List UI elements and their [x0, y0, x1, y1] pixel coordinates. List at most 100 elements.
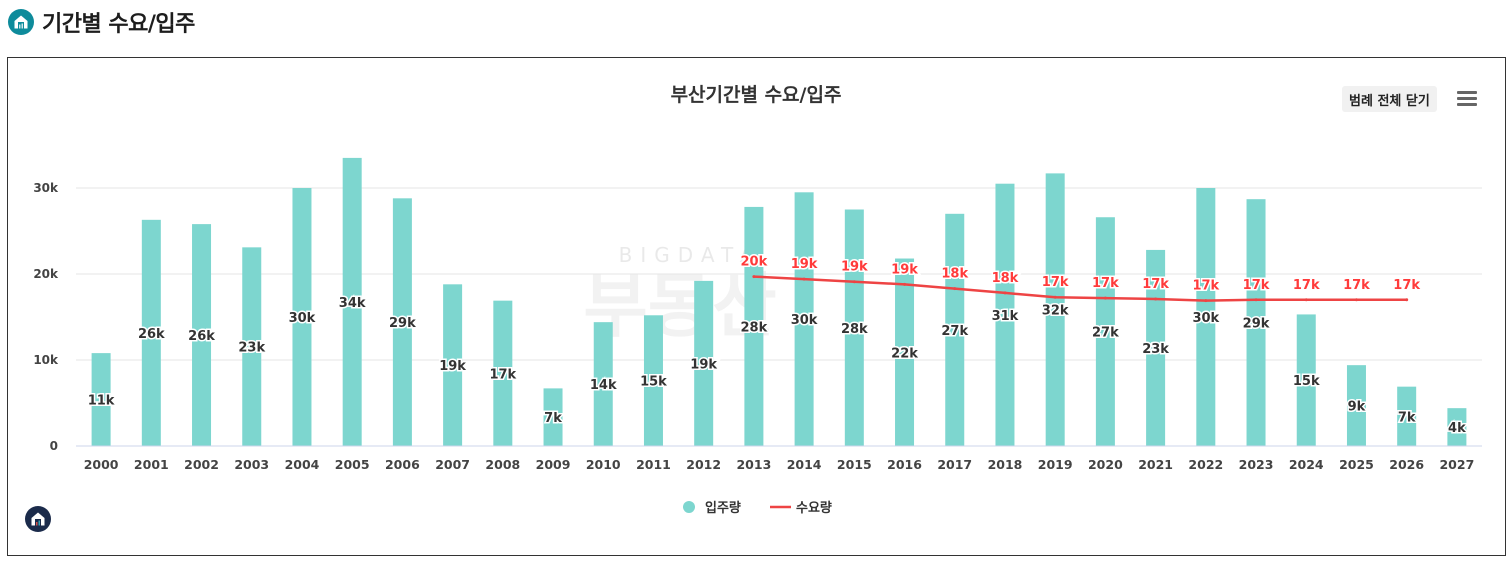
demand-point — [1103, 296, 1107, 300]
bar-data-label: 28k — [741, 320, 768, 335]
line-demand — [753, 275, 1407, 302]
bar-data-label: 30k — [289, 311, 316, 326]
line-data-label: 17k — [1343, 278, 1370, 293]
legend-label-demand: 수요량 — [796, 501, 832, 516]
bar-data-label: 19k — [439, 359, 466, 374]
demand-point — [953, 287, 957, 291]
x-tick-label: 2009 — [536, 457, 571, 472]
bar-occupancy — [1246, 199, 1266, 446]
x-tick-label: 2006 — [385, 457, 420, 472]
x-tick-label: 2019 — [1038, 457, 1073, 472]
line-data-label: 17k — [1393, 278, 1420, 293]
bar-data-label: 26k — [138, 327, 165, 342]
bar-data-label: 15k — [1293, 374, 1320, 389]
demand-point — [1003, 291, 1007, 295]
bar-occupancy — [1045, 173, 1065, 446]
x-tick-label: 2000 — [84, 457, 119, 472]
line-data-label: 17k — [1092, 276, 1119, 291]
bar-data-label: 32k — [1042, 304, 1069, 319]
x-tick-label: 2022 — [1188, 457, 1223, 472]
line-data-label: 18k — [992, 271, 1019, 286]
bar-data-label: 4k — [1448, 421, 1466, 436]
chart-title: 부산기간별 수요/입주 — [671, 84, 842, 106]
demand-point — [1304, 298, 1308, 302]
bar-occupancy — [643, 315, 663, 446]
bar-data-label: 7k — [1398, 410, 1416, 425]
x-tick-label: 2025 — [1339, 457, 1374, 472]
bar-data-label: 34k — [339, 296, 366, 311]
bar-data-label: 29k — [1243, 317, 1270, 332]
bar-occupancy — [493, 300, 513, 446]
x-tick-label: 2002 — [184, 457, 219, 472]
line-data-label: 18k — [941, 267, 968, 282]
bar-occupancy — [91, 353, 111, 446]
bar-occupancy — [543, 388, 563, 446]
x-tick-label: 2001 — [134, 457, 169, 472]
line-data-label: 17k — [1243, 278, 1270, 293]
demand-point — [752, 275, 756, 279]
bar-data-label: 29k — [389, 316, 416, 331]
bar-occupancy — [1397, 386, 1417, 446]
demand-point — [852, 280, 856, 284]
legend-item-demand[interactable]: 수요량 — [770, 501, 832, 516]
bar-data-label: 15k — [640, 375, 667, 390]
x-tick-label: 2011 — [636, 457, 671, 472]
bar-occupancy — [995, 183, 1015, 446]
x-tick-label: 2014 — [787, 457, 822, 472]
x-tick-label: 2015 — [837, 457, 872, 472]
x-tick-label: 2003 — [234, 457, 269, 472]
bar-data-label: 31k — [992, 309, 1019, 324]
watermark-top-text: BIGDATA — [619, 243, 762, 267]
footer-house-logo-icon[interactable] — [25, 506, 51, 532]
bar-data-label: 26k — [188, 329, 215, 344]
x-tick-label: 2020 — [1088, 457, 1123, 472]
demand-point — [1405, 298, 1409, 302]
bar-occupancy — [1296, 314, 1316, 446]
x-tick-label: 2007 — [435, 457, 470, 472]
hamburger-menu-icon[interactable] — [1456, 88, 1478, 108]
demand-point — [1204, 299, 1208, 303]
demand-point — [802, 277, 806, 281]
y-tick-label: 30k — [33, 181, 59, 195]
bar-data-label: 14k — [590, 378, 617, 393]
bar-occupancy — [744, 206, 764, 446]
bar-data-label: 30k — [791, 313, 818, 328]
bar-occupancy — [945, 213, 965, 446]
legend-toggle-button[interactable]: 범례 전체 닫기 — [1342, 86, 1437, 112]
y-tick-label: 20k — [33, 267, 59, 281]
x-tick-label: 2004 — [285, 457, 320, 472]
line-data-label: 17k — [1142, 277, 1169, 292]
line-data-label: 19k — [891, 262, 918, 277]
bar-occupancy — [242, 247, 262, 446]
demand-point — [903, 282, 907, 286]
bar-data-label: 9k — [1348, 400, 1366, 415]
bar-data-label: 23k — [1142, 342, 1169, 357]
bar-data-label: 30k — [1192, 311, 1219, 326]
x-tick-label: 2026 — [1389, 457, 1424, 472]
x-tick-label: 2023 — [1239, 457, 1274, 472]
bar-occupancy — [1196, 188, 1216, 446]
bar-data-label: 22k — [891, 346, 918, 361]
bar-occupancy — [694, 280, 714, 446]
bar-occupancy — [292, 188, 312, 446]
x-tick-label: 2024 — [1289, 457, 1324, 472]
line-data-label: 19k — [841, 260, 868, 275]
demand-point — [1254, 298, 1258, 302]
bar-occupancy — [342, 157, 362, 446]
x-tick-label: 2013 — [736, 457, 771, 472]
demand-point — [1154, 297, 1158, 301]
x-tick-label: 2018 — [988, 457, 1023, 472]
bar-data-label: 23k — [238, 341, 265, 356]
bar-occupancy — [1447, 408, 1467, 446]
x-tick-label: 2017 — [937, 457, 972, 472]
bar-occupancy — [392, 198, 412, 446]
x-tick-label: 2012 — [686, 457, 721, 472]
x-tick-label: 2016 — [887, 457, 922, 472]
legend-item-occupancy[interactable]: 입주량 — [683, 501, 741, 516]
bar-occupancy — [1346, 365, 1366, 446]
bar-data-label: 27k — [941, 324, 968, 339]
bar-occupancy — [1095, 217, 1115, 446]
legend-label-occupancy: 입주량 — [705, 501, 741, 516]
x-tick-label: 2008 — [485, 457, 520, 472]
